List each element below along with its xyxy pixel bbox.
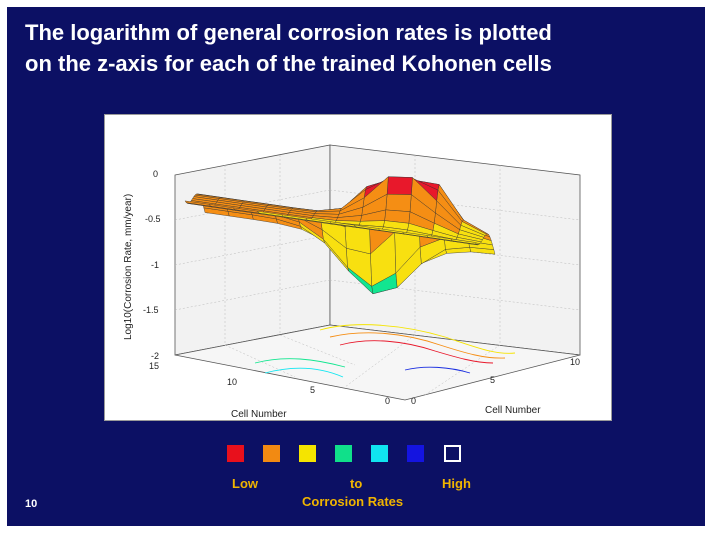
z-tick: -2 bbox=[151, 351, 159, 361]
surface-mesh bbox=[184, 176, 496, 295]
z-tick: 0 bbox=[153, 169, 158, 179]
surface-patch bbox=[385, 193, 412, 212]
legend-low-label: Low bbox=[232, 476, 258, 491]
title-line-1: The logarithm of general corrosion rates… bbox=[25, 20, 552, 45]
legend-to-label: to bbox=[350, 476, 363, 491]
z-tick: -1.5 bbox=[143, 305, 159, 315]
x-axis-label: Cell Number bbox=[485, 405, 541, 416]
surface-plot-figure: 0 -0.5 -1 -1.5 -2 15 10 5 0 0 5 10 Log10… bbox=[104, 114, 612, 421]
x-tick: 0 bbox=[411, 396, 416, 406]
y-tick: 5 bbox=[310, 385, 315, 395]
legend-swatch-red bbox=[227, 445, 244, 462]
slide: The logarithm of general corrosion rates… bbox=[7, 7, 705, 526]
surface-patch bbox=[184, 200, 211, 207]
title-line-2: on the z-axis for each of the trained Ko… bbox=[25, 51, 552, 76]
legend-swatch-yellow bbox=[299, 445, 316, 462]
legend-swatch-white bbox=[444, 445, 461, 462]
legend-swatch-cyan bbox=[371, 445, 388, 462]
legend-caption: Corrosion Rates bbox=[302, 494, 404, 509]
legend-swatch-orange bbox=[263, 445, 280, 462]
legend-swatch-blue bbox=[407, 445, 424, 462]
surface-patch bbox=[386, 176, 413, 195]
y-tick: 0 bbox=[385, 396, 390, 406]
slide-title: The logarithm of general corrosion rates… bbox=[25, 17, 685, 79]
floor bbox=[174, 324, 581, 401]
y-axis-ticks: 15 10 5 0 bbox=[149, 361, 390, 406]
surface-plot: 0 -0.5 -1 -1.5 -2 15 10 5 0 0 5 10 Log10… bbox=[123, 144, 581, 420]
x-tick: 5 bbox=[490, 375, 495, 385]
z-axis-ticks: 0 -0.5 -1 -1.5 -2 bbox=[143, 169, 161, 361]
floor-contours bbox=[254, 324, 516, 378]
legend-high-label: High bbox=[442, 476, 471, 491]
y-tick: 10 bbox=[227, 377, 237, 387]
page-number: 10 bbox=[25, 498, 38, 510]
z-tick: -1 bbox=[151, 260, 159, 270]
z-tick: -0.5 bbox=[145, 214, 161, 224]
x-tick: 10 bbox=[570, 357, 580, 367]
color-legend bbox=[227, 445, 487, 465]
z-axis-label: Log10(Corrosion Rate, mm/year) bbox=[123, 194, 134, 340]
y-axis-label: Cell Number bbox=[231, 409, 287, 420]
y-tick: 15 bbox=[149, 361, 159, 371]
x-axis-ticks: 0 5 10 bbox=[411, 357, 580, 406]
legend-swatch-green bbox=[335, 445, 352, 462]
back-wall-left bbox=[174, 144, 331, 356]
